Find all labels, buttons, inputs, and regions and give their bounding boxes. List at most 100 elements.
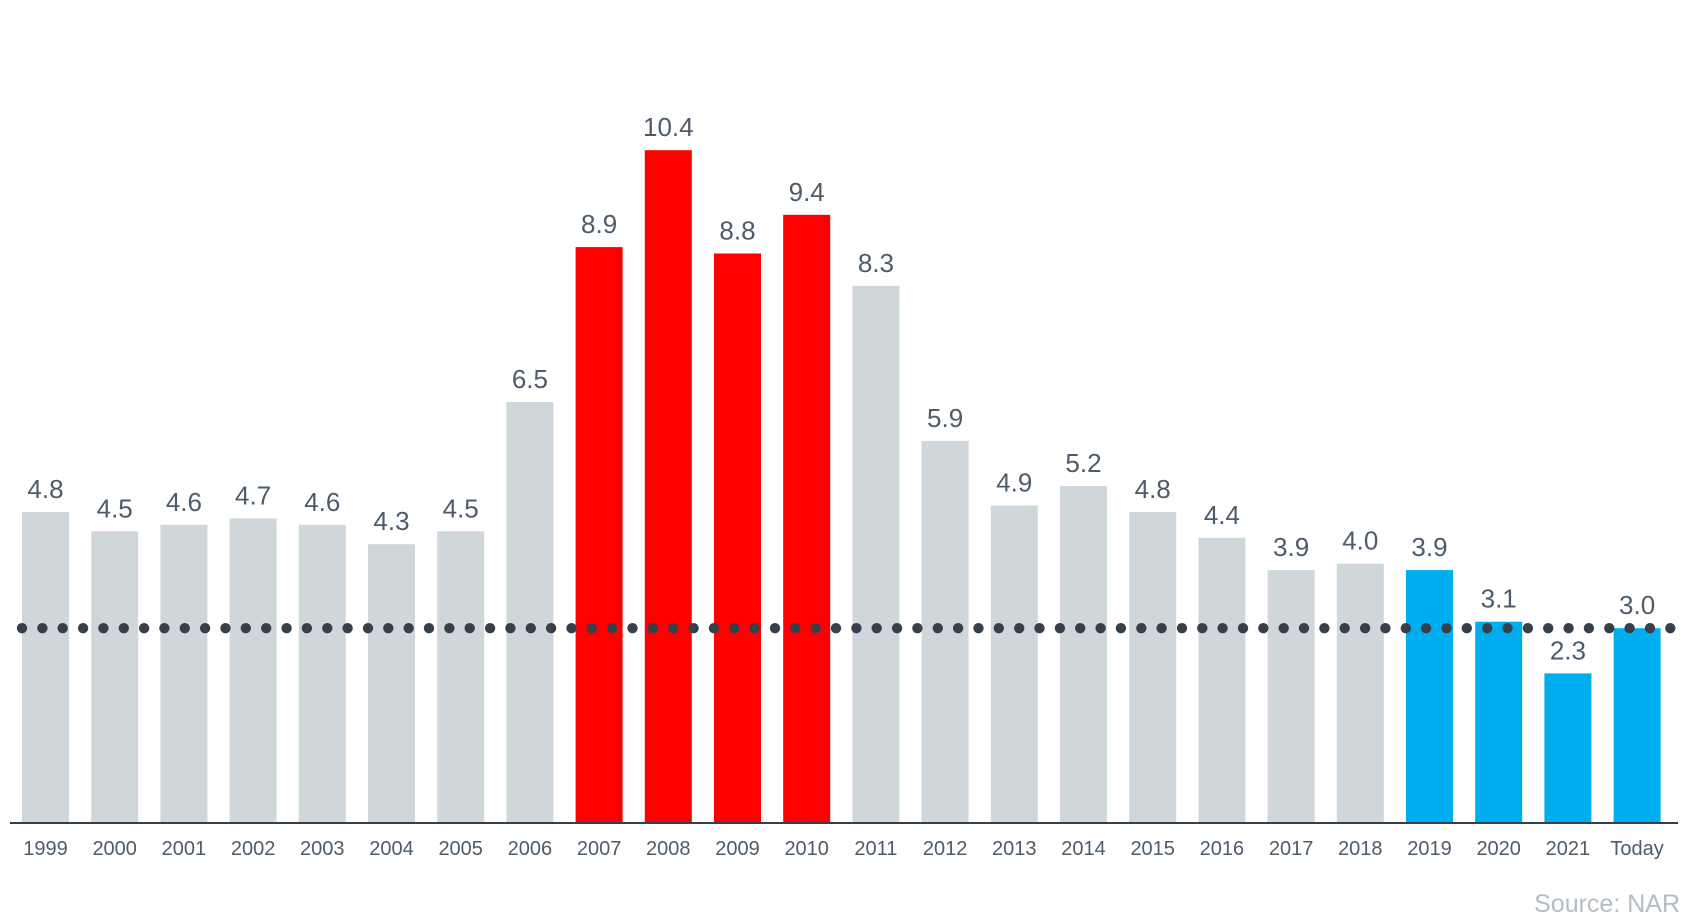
value-label-2017: 3.9: [1273, 532, 1309, 562]
reference-line-dot: [383, 623, 394, 634]
reference-line-dot: [668, 623, 679, 634]
reference-line-dot: [1075, 623, 1086, 634]
bar-2016: [1198, 537, 1246, 822]
x-tick-label-2010: 2010: [784, 838, 829, 860]
reference-line-dot: [1339, 623, 1350, 634]
x-tick-label-2021: 2021: [1546, 838, 1591, 860]
x-tick-label-2003: 2003: [300, 838, 345, 860]
reference-line-dot: [362, 623, 374, 634]
reference-line-dot: [1400, 623, 1412, 634]
bar-2007: [575, 247, 623, 823]
reference-line-dot: [1604, 623, 1615, 634]
reference-line-dot: [1156, 623, 1167, 634]
reference-line-dot: [647, 623, 659, 634]
value-label-today: 3.0: [1619, 590, 1655, 620]
reference-line-dot: [220, 623, 231, 634]
reference-line-dot: [912, 623, 923, 634]
reference-line-dot: [1054, 623, 1066, 634]
reference-line-dot: [1319, 623, 1330, 634]
reference-line-dot: [1217, 623, 1228, 634]
bar-2019: [1406, 570, 1453, 822]
x-tick-label-2017: 2017: [1269, 838, 1314, 860]
reference-line-dot: [810, 623, 821, 634]
x-tick-label-2001: 2001: [162, 838, 207, 860]
value-label-2002: 4.7: [235, 480, 271, 510]
x-tick-label-2005: 2005: [438, 838, 483, 860]
x-tick-label-2015: 2015: [1130, 838, 1175, 860]
bar-2000: [91, 531, 139, 822]
bar-2006: [506, 402, 554, 822]
reference-line-dot: [1176, 623, 1188, 634]
value-label-2007: 8.9: [581, 209, 617, 239]
reference-line-dot: [1624, 623, 1635, 634]
reference-line-dot: [240, 623, 251, 634]
reference-line-dot: [342, 623, 353, 634]
bar-1999: [22, 511, 69, 822]
reference-line-dot: [952, 623, 964, 634]
x-tick-label-2016: 2016: [1200, 838, 1245, 860]
x-tick-label-2000: 2000: [92, 838, 137, 860]
reference-line-dot: [729, 623, 740, 634]
reference-line-dot: [1034, 623, 1045, 634]
reference-line-dot: [932, 623, 943, 634]
reference-line-dot: [118, 623, 129, 634]
reference-line-dot: [1237, 623, 1249, 634]
reference-line-dot: [708, 623, 720, 634]
value-label-2021: 2.3: [1550, 635, 1586, 665]
bar-2013: [990, 505, 1038, 822]
reference-line-dot: [423, 623, 435, 634]
value-label-2001: 4.6: [166, 487, 202, 517]
value-label-2015: 4.8: [1135, 474, 1171, 504]
bar-2015: [1129, 511, 1177, 822]
value-label-2012: 5.9: [927, 403, 963, 433]
value-label-2019: 3.9: [1411, 532, 1447, 562]
reference-line-dot: [1298, 623, 1310, 634]
value-label-2014: 5.2: [1065, 448, 1101, 478]
reference-line-dot: [37, 623, 48, 634]
reference-line: [16, 623, 1676, 634]
x-tick-label-2008: 2008: [646, 838, 691, 860]
value-label-2011: 8.3: [858, 248, 894, 278]
value-label-2018: 4.0: [1342, 526, 1378, 556]
reference-line-dot: [830, 623, 842, 634]
reference-line-dot: [545, 623, 557, 634]
value-label-2016: 4.4: [1204, 500, 1240, 530]
reference-line-dot: [566, 623, 577, 634]
reference-line-dot: [1115, 623, 1127, 634]
reference-line-dot: [444, 623, 455, 634]
reference-line-dot: [179, 623, 190, 634]
value-label-2020: 3.1: [1481, 584, 1517, 614]
reference-line-dot: [1441, 623, 1452, 634]
bar-2017: [1267, 570, 1315, 822]
reference-line-dot: [749, 623, 760, 634]
reference-line-dot: [525, 623, 536, 634]
value-label-2009: 8.8: [719, 216, 755, 246]
reference-line-dot: [973, 623, 984, 634]
reference-line-dot: [57, 623, 68, 634]
value-label-2003: 4.6: [304, 487, 340, 517]
reference-line-dot: [993, 623, 1004, 634]
reference-line-dot: [1380, 623, 1391, 634]
reference-line-dot: [851, 623, 862, 634]
x-tick-label-2020: 2020: [1476, 838, 1521, 860]
reference-line-dot: [1014, 623, 1025, 634]
reference-line-dot: [1563, 623, 1574, 634]
reference-line-dot: [1095, 623, 1106, 634]
x-tick-label-2019: 2019: [1407, 838, 1452, 860]
value-label-1999: 4.8: [27, 474, 63, 504]
reference-line-dot: [484, 623, 496, 634]
reference-line-dot: [261, 623, 272, 634]
reference-line-dot: [1543, 623, 1554, 634]
x-tick-label-2018: 2018: [1338, 838, 1383, 860]
reference-line-dot: [1461, 623, 1473, 634]
x-tick-label-2007: 2007: [577, 838, 622, 860]
bar-2005: [437, 531, 485, 822]
source-note: Source: NAR: [1534, 890, 1680, 918]
bar-2001: [160, 524, 208, 822]
x-tick-label-today: Today: [1610, 838, 1663, 860]
reference-line-dot: [281, 623, 292, 634]
bar-2018: [1336, 563, 1384, 822]
reference-line-dot: [1278, 623, 1289, 634]
reference-line-dot: [1522, 623, 1534, 634]
